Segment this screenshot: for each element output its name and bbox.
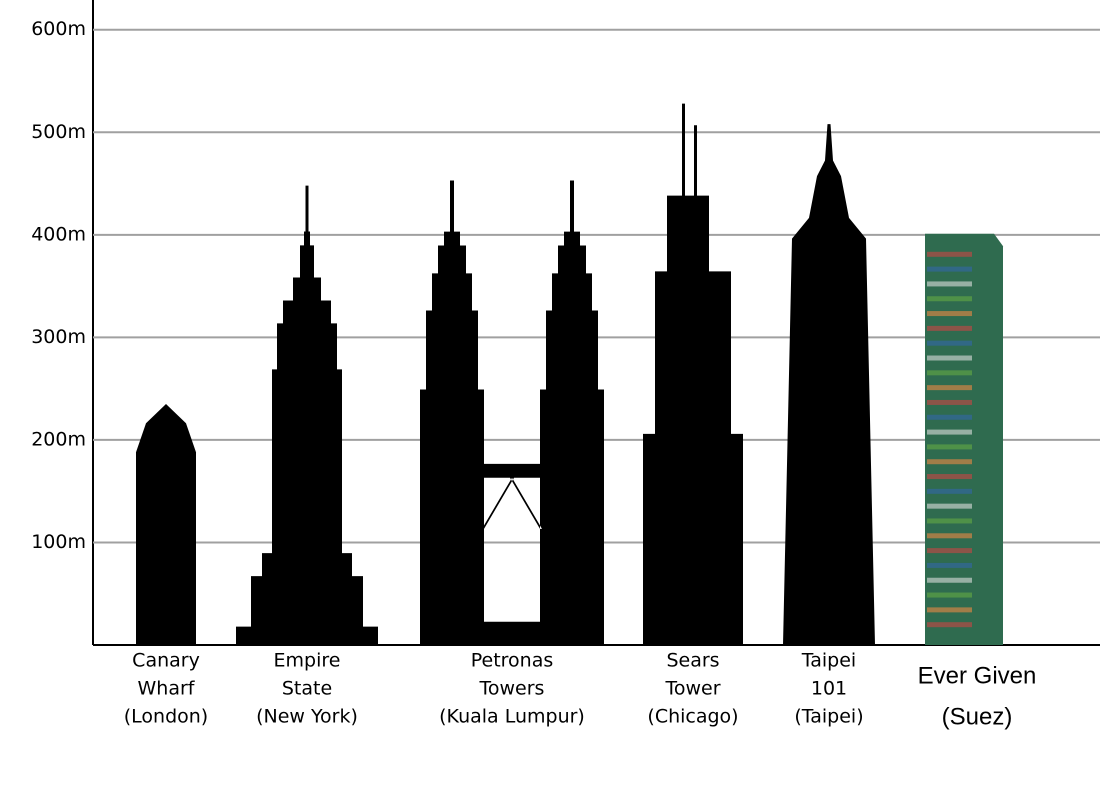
x-tick-label: (Chicago) [647,706,738,728]
x-tick-label: Empire [274,650,341,672]
container-stripe [927,488,972,494]
y-tick-label: 600m [31,18,86,40]
container-stripe [927,474,972,480]
y-tick-label: 500m [31,121,86,143]
x-tick-label: Ever Given [918,662,1037,689]
container-stripe [927,562,972,568]
container-stripe [927,444,972,450]
container-stripe [927,399,972,405]
y-tick-label: 100m [31,531,86,553]
y-tick-label: 300m [31,326,86,348]
container-stripe [927,311,972,317]
x-tick-label: Canary [132,650,200,672]
x-tick-label: (Taipei) [794,706,863,728]
container-stripe [927,325,972,331]
silhouette [136,404,196,645]
x-tick-label: State [282,678,332,700]
container-stripe [927,503,972,509]
x-tick-label: (New York) [256,706,358,728]
container-stripe [927,296,972,302]
container-stripe [927,429,972,435]
x-tick-label: Wharf [138,678,196,700]
container-stripe [927,385,972,391]
silhouette [420,180,604,646]
container-stripe [927,355,972,361]
container-stripe [927,533,972,539]
container-stripe [927,622,972,628]
x-tick-label: (London) [124,706,208,728]
silhouette [236,185,378,645]
x-tick-label: Sears [666,650,719,672]
container-stripe [927,577,972,583]
y-tick-label: 400m [31,223,86,245]
container-stripe [927,266,972,272]
x-tick-label: (Kuala Lumpur) [439,706,585,728]
silhouette [925,233,1003,645]
y-tick-label: 200m [31,428,86,450]
container-stripe [927,251,972,257]
container-stripe [927,518,972,524]
x-tick-label: Tower [664,678,720,700]
container-stripe [927,592,972,598]
container-stripe [927,607,972,613]
x-tick-label: 101 [811,678,847,700]
silhouette [643,103,743,646]
x-tick-label: Towers [479,678,545,700]
container-stripe [927,370,972,376]
container-stripe [927,340,972,346]
x-tick-label: Petronas [471,650,554,672]
container-stripe [927,548,972,554]
container-stripe [927,414,972,420]
x-tick-label: (Suez) [942,703,1013,730]
x-tick-label: Taipei [801,650,856,672]
container-stripe [927,459,972,465]
silhouette [783,124,875,646]
container-stripe [927,281,972,287]
